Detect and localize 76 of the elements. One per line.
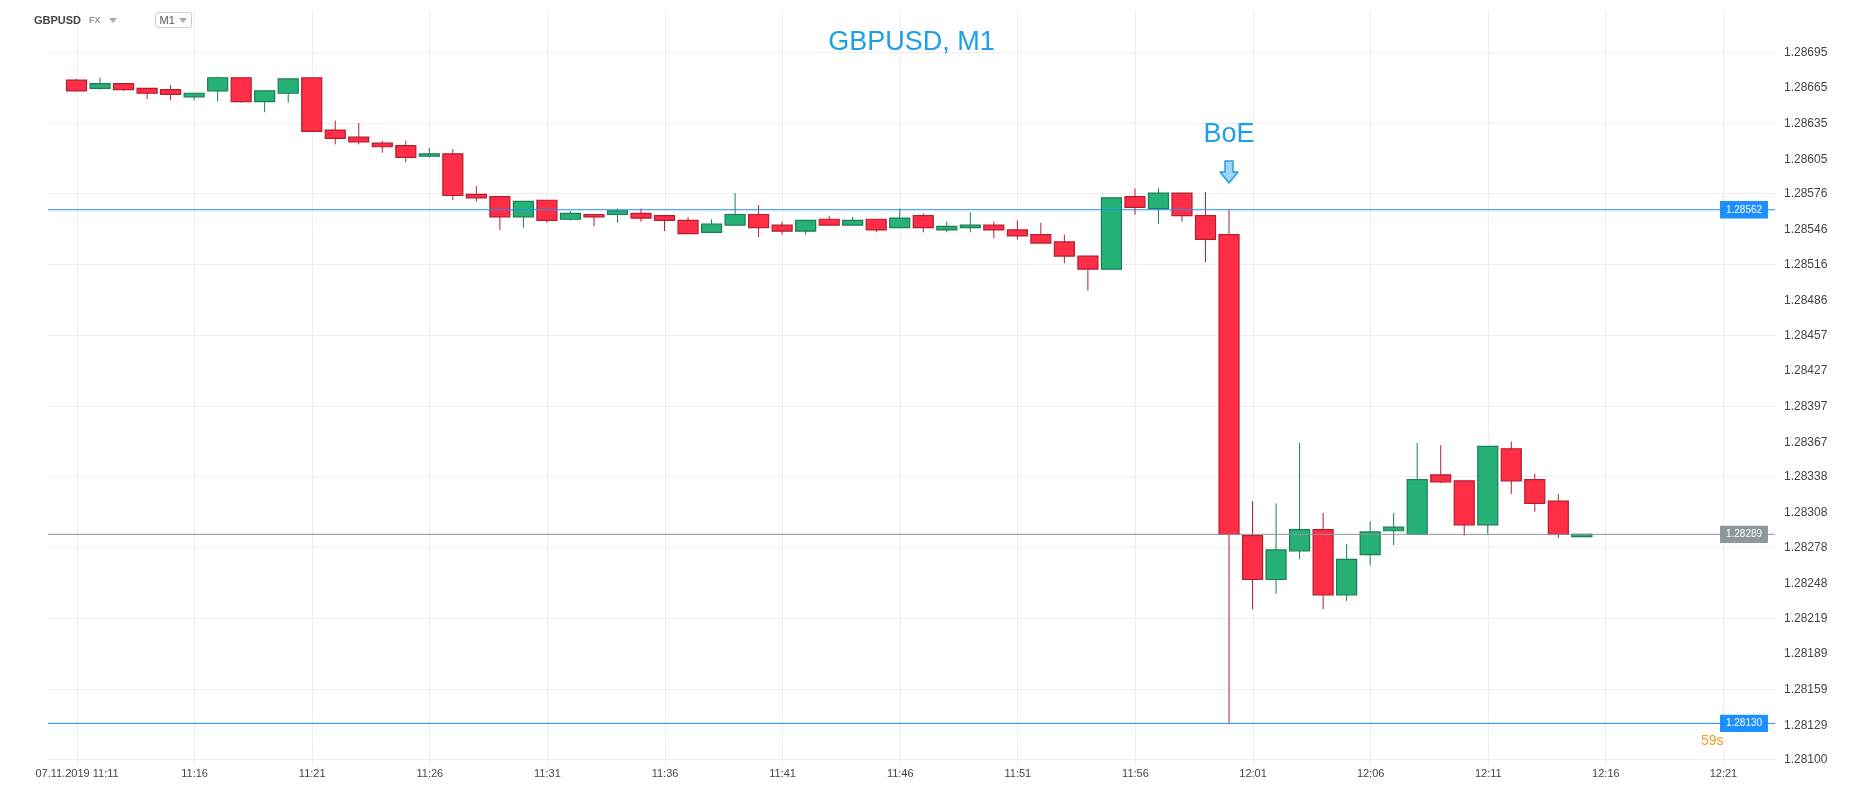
ref-line-label: 1.28562 bbox=[1725, 203, 1763, 215]
y-tick-label: 1.28427 bbox=[1784, 363, 1828, 378]
y-tick-label: 1.28248 bbox=[1784, 576, 1828, 591]
annotation: BoE bbox=[1203, 117, 1255, 148]
y-tick-label: 1.28546 bbox=[1784, 221, 1828, 236]
x-tick-label: 11:16 bbox=[181, 766, 208, 779]
y-tick-label: 1.28486 bbox=[1784, 293, 1828, 308]
candlestick bbox=[348, 122, 370, 145]
candlestick bbox=[771, 221, 793, 236]
candlestick bbox=[512, 200, 535, 229]
y-tick-label: 1.28695 bbox=[1784, 44, 1828, 59]
candlestick bbox=[1006, 219, 1028, 240]
candlestick bbox=[324, 120, 346, 145]
candlestick bbox=[889, 208, 911, 229]
candlestick bbox=[1171, 192, 1193, 223]
y-tick-label: 1.28605 bbox=[1784, 151, 1828, 166]
y-tick-label: 1.28397 bbox=[1784, 398, 1828, 413]
annotation: M1 bbox=[159, 14, 175, 26]
candlestick bbox=[1030, 222, 1052, 244]
candlestick bbox=[1359, 520, 1381, 566]
x-tick-label: 11:56 bbox=[1122, 766, 1149, 779]
candlestick bbox=[136, 87, 158, 100]
x-tick-label: 11:46 bbox=[886, 766, 914, 779]
candlestick bbox=[1053, 234, 1075, 264]
candlestick bbox=[630, 208, 652, 223]
y-tick-label: 1.28219 bbox=[1784, 610, 1828, 625]
x-tick-label: 11:31 bbox=[534, 766, 561, 779]
candlestick bbox=[748, 204, 770, 238]
x-tick-label: 11:41 bbox=[769, 766, 796, 779]
candlestick bbox=[1124, 187, 1146, 215]
x-tick-label: 12:21 bbox=[1709, 766, 1738, 779]
x-tick-label: 11:51 bbox=[1004, 766, 1032, 779]
x-tick-label: 12:06 bbox=[1356, 766, 1385, 779]
y-tick-label: 1.28129 bbox=[1784, 717, 1828, 732]
candlestick bbox=[583, 213, 605, 227]
candlestick bbox=[489, 196, 511, 231]
candlestick bbox=[536, 199, 558, 224]
y-tick-label: 1.28100 bbox=[1784, 752, 1828, 767]
y-tick-label: 1.28308 bbox=[1784, 504, 1828, 519]
y-tick-label: 1.28159 bbox=[1784, 681, 1828, 696]
candlestick bbox=[230, 77, 252, 104]
x-tick-label: 11:36 bbox=[651, 766, 679, 779]
candlestick bbox=[277, 78, 299, 104]
candlestick bbox=[1288, 442, 1311, 560]
candlestick bbox=[724, 192, 746, 226]
y-tick-label: 1.28457 bbox=[1784, 327, 1828, 342]
y-tick-label: 1.28367 bbox=[1784, 434, 1828, 449]
candlestick bbox=[1430, 444, 1452, 484]
x-tick-label: 12:16 bbox=[1592, 766, 1620, 779]
x-tick-label: 12:11 bbox=[1474, 766, 1502, 779]
ref-line-label: 1.28289 bbox=[1725, 528, 1763, 540]
x-tick-label: 12:01 bbox=[1239, 766, 1267, 779]
candlestick bbox=[395, 140, 417, 163]
candlestick bbox=[1147, 187, 1170, 225]
candlestick bbox=[1077, 255, 1099, 292]
x-tick-label: 11:21 bbox=[298, 766, 326, 779]
annotation: FX bbox=[89, 15, 101, 25]
annotation: 59s bbox=[1699, 732, 1726, 748]
candlestick bbox=[89, 77, 111, 91]
annotation: GBPUSD bbox=[34, 14, 82, 26]
y-tick-label: 1.28576 bbox=[1784, 186, 1828, 201]
y-tick-label: 1.28635 bbox=[1784, 115, 1828, 130]
candlestick bbox=[207, 76, 229, 103]
y-tick-label: 1.28665 bbox=[1784, 80, 1828, 95]
x-tick-label: 11:26 bbox=[416, 766, 444, 779]
y-tick-label: 1.28278 bbox=[1784, 540, 1828, 555]
candlestick bbox=[912, 212, 934, 233]
y-tick-label: 1.28516 bbox=[1784, 257, 1828, 272]
y-tick-label: 1.28338 bbox=[1784, 469, 1828, 484]
y-tick-label: 1.28189 bbox=[1784, 646, 1828, 661]
x-tick-label: 07.11.2019 11:11 bbox=[35, 766, 119, 779]
text: GBPUSD, M1 bbox=[828, 26, 995, 56]
candlestick bbox=[254, 90, 276, 113]
candlestick bbox=[1194, 191, 1217, 263]
candlestick bbox=[1524, 473, 1546, 513]
ref-line-label: 1.28130 bbox=[1725, 717, 1763, 729]
